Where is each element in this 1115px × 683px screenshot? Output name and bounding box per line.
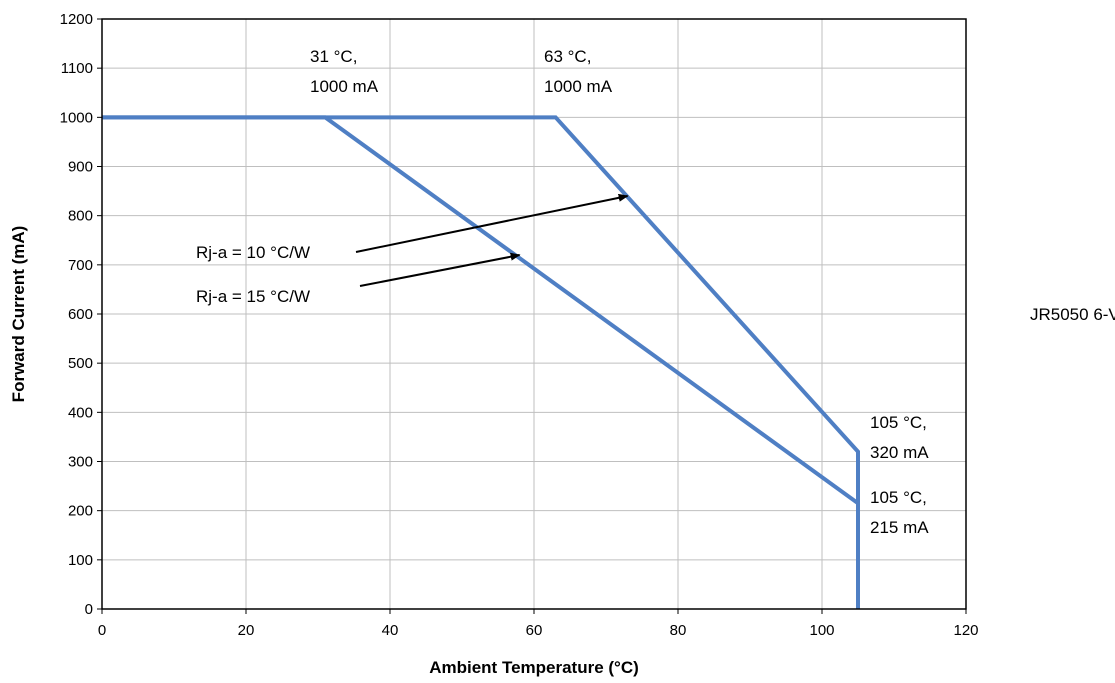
anno-upper-left-current: 1000 mA	[310, 77, 379, 96]
y-axis-title: Forward Current (mA)	[9, 226, 28, 403]
y-tick-label: 900	[68, 159, 93, 176]
y-tick-label: 100	[68, 552, 93, 569]
x-axis-title: Ambient Temperature (°C)	[429, 658, 639, 677]
anno-end-low-temp: 105 °C,	[870, 488, 927, 507]
y-tick-label: 300	[68, 454, 93, 471]
y-tick-label: 1200	[60, 11, 93, 28]
anno-end-low-current: 215 mA	[870, 518, 929, 537]
anno-end-high-current: 320 mA	[870, 443, 929, 462]
y-tick-label: 0	[85, 601, 93, 618]
x-tick-label: 80	[670, 622, 687, 639]
x-tick-label: 0	[98, 622, 106, 639]
y-tick-labels: 0 100 200 300 400 500 600 700 800 900 1000 1100 1200	[60, 11, 93, 618]
grid-lines	[97, 19, 966, 614]
anno-upper-left-temp: 31 °C,	[310, 47, 357, 66]
x-tick-label: 100	[809, 622, 834, 639]
x-tick-label: 20	[238, 622, 255, 639]
arrow-rja-15	[360, 255, 520, 286]
x-tick-label: 60	[526, 622, 543, 639]
model-label: JR5050 6-V	[1030, 305, 1115, 324]
y-tick-label: 1100	[61, 60, 93, 77]
x-tick-labels: 0 20 40 60 80 100 120	[98, 622, 979, 639]
x-tick-label: 120	[953, 622, 978, 639]
y-tick-label: 200	[68, 503, 93, 520]
anno-rja-15: Rj-a = 15 °C/W	[196, 287, 310, 306]
y-tick-label: 400	[68, 404, 93, 421]
arrow-rja-10	[356, 196, 628, 252]
y-tick-label: 800	[68, 208, 93, 225]
y-tick-label: 600	[68, 306, 93, 323]
anno-upper-right-current: 1000 mA	[544, 77, 613, 96]
anno-rja-10: Rj-a = 10 °C/W	[196, 243, 310, 262]
y-tick-label: 500	[68, 355, 93, 372]
x-tick-label: 40	[382, 622, 399, 639]
anno-end-high-temp: 105 °C,	[870, 413, 927, 432]
y-tick-label: 1000	[60, 109, 93, 126]
y-tick-label: 700	[68, 257, 93, 274]
anno-upper-right-temp: 63 °C,	[544, 47, 591, 66]
